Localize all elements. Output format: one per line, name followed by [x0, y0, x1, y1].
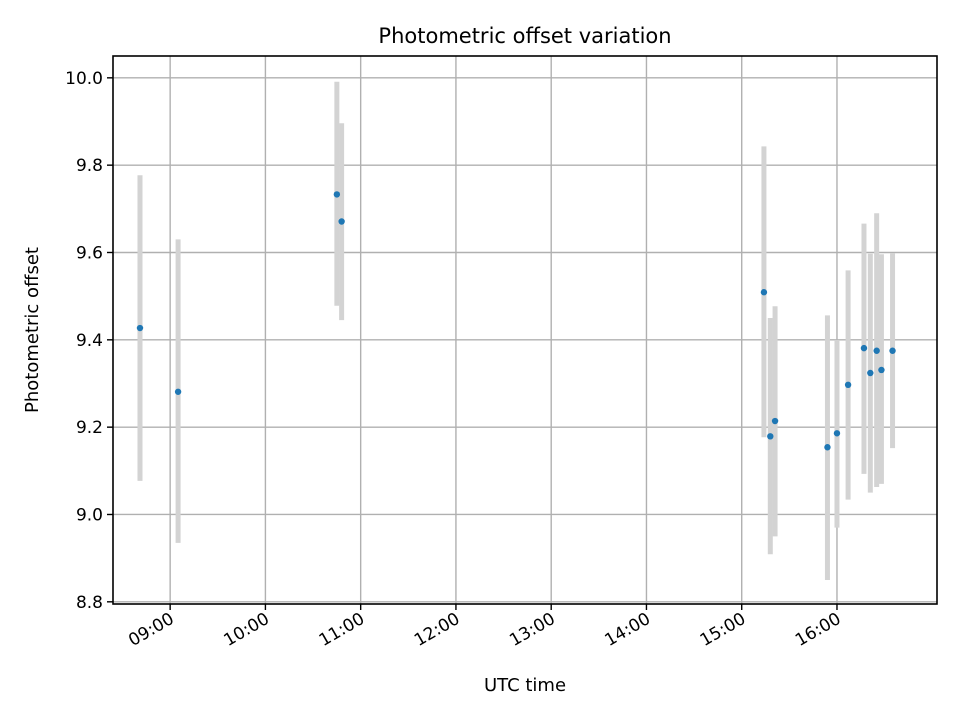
y-axis-ticks: 8.8 9.0 9.2 9.4 9.6 9.8 10.0: [65, 69, 113, 613]
y-tick-label: 9.4: [76, 331, 103, 351]
data-point: [824, 444, 831, 451]
y-tick-label: 9.0: [76, 505, 103, 525]
y-tick-label: 9.2: [76, 418, 103, 438]
data-point: [767, 433, 774, 440]
y-tick-label: 9.6: [76, 243, 103, 263]
chart-title: Photometric offset variation: [378, 24, 671, 48]
x-axis-label: UTC time: [484, 675, 566, 696]
data-point: [174, 388, 182, 395]
data-point: [844, 381, 852, 388]
data-point: [338, 218, 345, 225]
data-point: [873, 347, 880, 354]
data-point: [867, 369, 874, 377]
y-tick-label: 9.8: [76, 156, 103, 176]
y-axis-label: Photometric offset: [22, 247, 43, 413]
data-point: [878, 366, 885, 374]
grid: [113, 56, 937, 604]
data-point: [760, 289, 768, 296]
data-point: [136, 324, 144, 332]
data-point: [889, 347, 896, 354]
data-point: [833, 430, 841, 437]
plot-frame: [112, 55, 938, 605]
data-points: [136, 191, 896, 451]
y-tick-label: 8.8: [76, 593, 103, 613]
data-point: [860, 344, 868, 352]
data-point: [771, 417, 779, 425]
y-tick-label: 10.0: [65, 69, 103, 89]
data-point: [333, 191, 341, 198]
